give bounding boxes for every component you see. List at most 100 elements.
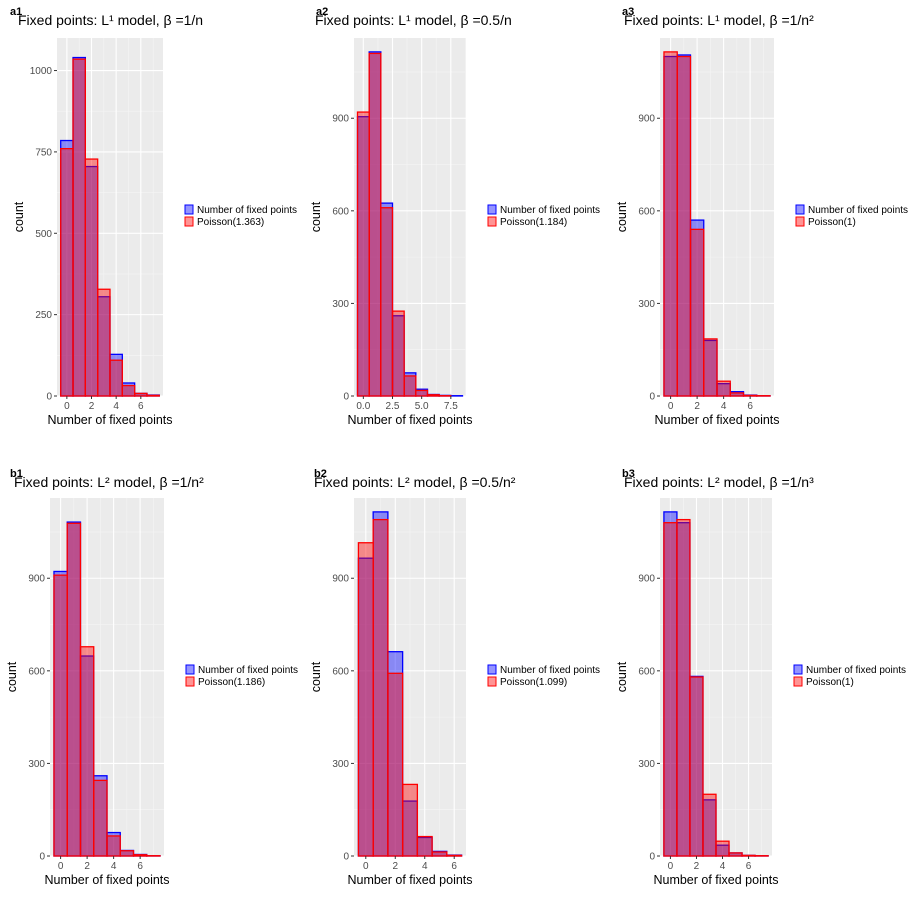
legend-key-poisson xyxy=(793,676,803,687)
y-tick-label: 1000 xyxy=(30,66,53,77)
legend-label-fixed-points: Number of fixed points xyxy=(197,205,297,216)
poisson-bar xyxy=(391,310,405,397)
y-tick-label: 300 xyxy=(28,759,45,770)
x-tick-label: 2.5 xyxy=(386,401,400,412)
panel-tag: a2 xyxy=(316,6,328,18)
poisson-bar xyxy=(401,783,419,857)
poisson-bar xyxy=(729,392,745,397)
poisson-bar xyxy=(703,338,718,397)
poisson-bar xyxy=(728,852,743,857)
poisson-bar xyxy=(715,840,730,857)
y-tick-label: 500 xyxy=(35,229,52,240)
y-tick-label: 900 xyxy=(332,574,349,585)
legend-key-poisson xyxy=(795,216,805,227)
y-tick-label: 600 xyxy=(28,666,45,677)
chart-title: Fixed points: L² model, β =1/n³ xyxy=(624,474,814,490)
y-axis-title: count xyxy=(615,661,629,692)
y-tick-label: 600 xyxy=(332,666,349,677)
poisson-bar xyxy=(663,522,678,857)
panel-tag: b1 xyxy=(10,468,23,480)
y-tick-label: 600 xyxy=(638,666,655,677)
poisson-bar xyxy=(84,158,99,397)
legend-label-fixed-points: Number of fixed points xyxy=(500,665,600,676)
poisson-bar xyxy=(663,51,678,397)
x-tick-label: 0 xyxy=(64,401,70,412)
poisson-bar xyxy=(106,835,121,857)
poisson-bar xyxy=(132,854,148,857)
poisson-bar xyxy=(357,542,374,857)
x-axis-title: Number of fixed points xyxy=(347,873,472,887)
x-tick-label: 6 xyxy=(747,401,753,412)
panel-tag: a1 xyxy=(10,6,22,18)
chart-panel-a3: 0 2 4 6 0 300 600 900 Number of fixed points coun… xyxy=(615,6,908,427)
x-tick-label: 4 xyxy=(113,401,119,412)
poisson-bar xyxy=(742,394,758,397)
x-tick-label: 2 xyxy=(84,861,90,872)
poisson-bar xyxy=(426,394,440,397)
legend-key-fixed-points xyxy=(487,664,497,675)
y-axis-title: count xyxy=(309,661,323,692)
chart-title: Fixed points: L¹ model, β =0.5/n xyxy=(315,12,512,28)
y-tick-label: 0 xyxy=(649,852,655,863)
y-tick-label: 300 xyxy=(638,759,655,770)
y-tick-label: 900 xyxy=(332,114,349,125)
poisson-bar xyxy=(72,58,86,397)
poisson-bar xyxy=(689,676,704,857)
poisson-bar xyxy=(368,52,382,397)
legend-key-poisson xyxy=(185,676,195,687)
legend-key-poisson xyxy=(184,216,194,227)
poisson-bar xyxy=(741,854,756,857)
poisson-bar xyxy=(689,228,705,397)
legend-key-poisson xyxy=(487,216,497,227)
y-tick-label: 250 xyxy=(35,310,52,321)
y-tick-label: 300 xyxy=(638,299,655,310)
x-tick-label: 4 xyxy=(721,401,727,412)
poisson-bar xyxy=(372,518,389,857)
y-tick-label: 0 xyxy=(343,852,349,863)
x-axis-title: Number of fixed points xyxy=(654,413,779,427)
y-tick-label: 300 xyxy=(332,299,349,310)
poisson-bar xyxy=(702,793,717,857)
poisson-bar xyxy=(446,854,463,857)
poisson-bar xyxy=(380,207,394,397)
x-tick-label: 0 xyxy=(668,401,674,412)
y-tick-label: 600 xyxy=(332,206,349,217)
x-tick-label: 0 xyxy=(58,861,64,872)
legend-key-fixed-points xyxy=(184,204,194,215)
chart-panel-a1: 0 2 4 6 0 250 500 750 1000 Number of fixed points… xyxy=(10,6,297,427)
poisson-bar xyxy=(60,148,74,397)
legend-label-fixed-points: Number of fixed points xyxy=(808,205,908,216)
x-tick-label: 4 xyxy=(720,861,726,872)
poisson-bar xyxy=(121,384,136,397)
x-tick-label: 6 xyxy=(746,861,752,872)
legend-key-fixed-points xyxy=(793,664,803,675)
panel-tag: b3 xyxy=(622,468,635,480)
x-tick-label: 2 xyxy=(392,861,398,872)
x-axis-title: Number of fixed points xyxy=(44,873,169,887)
y-tick-label: 900 xyxy=(638,114,655,125)
y-tick-label: 0 xyxy=(46,392,52,403)
poisson-bar xyxy=(119,850,135,857)
poisson-bar xyxy=(53,574,68,857)
legend-label-fixed-points: Number of fixed points xyxy=(500,205,600,216)
poisson-bar xyxy=(403,375,417,397)
chart-panel-b2: 0 2 4 6 0 300 600 900 Number of fixed points coun… xyxy=(309,468,600,887)
x-tick-label: 4 xyxy=(111,861,117,872)
legend-label-poisson: Poisson(1.363) xyxy=(197,217,264,228)
chart-panel-a2: 0.0 2.5 5.0 7.5 0 300 600 900 Number of fixed po… xyxy=(309,6,600,427)
chart-title: Fixed points: L² model, β =1/n² xyxy=(14,474,204,490)
legend-label-poisson: Poisson(1) xyxy=(806,677,854,688)
poisson-bar xyxy=(93,779,108,857)
x-axis-title: Number of fixed points xyxy=(347,413,472,427)
chart-title: Fixed points: L² model, β =0.5/n² xyxy=(314,474,516,490)
poisson-bar xyxy=(416,835,433,857)
poisson-bar xyxy=(97,288,111,397)
plot-background xyxy=(660,38,774,396)
x-tick-label: 4 xyxy=(422,861,428,872)
legend-key-fixed-points xyxy=(185,664,195,675)
y-axis-title: count xyxy=(615,201,629,232)
chart-panel-b1: 0 2 4 6 0 300 600 900 Number of fixed points coun… xyxy=(5,468,298,887)
x-tick-label: 2 xyxy=(89,401,95,412)
y-tick-label: 300 xyxy=(332,759,349,770)
